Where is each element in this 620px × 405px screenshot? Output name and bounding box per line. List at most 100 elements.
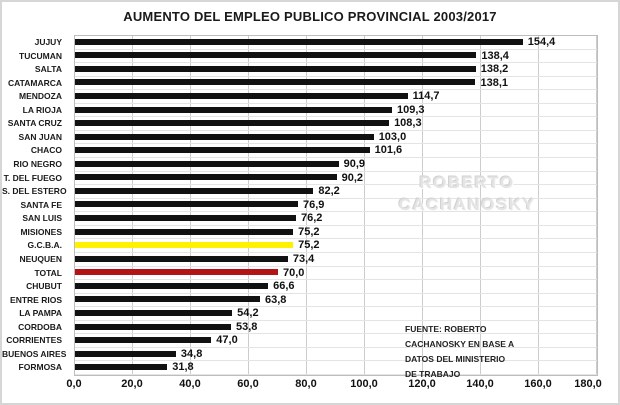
x-axis-tick-label: 60,0 xyxy=(237,378,259,390)
x-axis-tick-label: 100,0 xyxy=(350,378,378,390)
vertical-gridline xyxy=(422,36,423,375)
source-note: FUENTE: ROBERTO CACHANOSKY EN BASE A DATOS… xyxy=(405,322,555,382)
y-axis-category-labels: JUJUY TUCUMAN SALTA CATAMARCA MENDOZA LA RIOJ… xyxy=(2,36,68,375)
vertical-gridline xyxy=(364,36,365,375)
bar-row: 54,2 xyxy=(75,307,597,321)
bar-misiones xyxy=(75,228,294,235)
bar-value-label: 73,4 xyxy=(292,252,315,265)
bar-row: 66,6 xyxy=(75,280,597,294)
bar-value-label: 138,2 xyxy=(480,63,509,76)
bar-row: 101,6 xyxy=(75,144,597,159)
bar-entre-rios xyxy=(75,296,261,303)
bar-value-label: 76,2 xyxy=(300,212,323,225)
bar-value-label: 101,6 xyxy=(374,144,403,157)
bar-value-label: 47,0 xyxy=(216,334,238,347)
bar-row: 154,4 xyxy=(75,36,597,50)
bar-mendoza xyxy=(75,93,408,99)
bar-la-pampa xyxy=(75,309,233,316)
category-label: TOTAL xyxy=(34,267,62,278)
bar-row: 75,2 xyxy=(75,226,597,240)
bar-la-rioja xyxy=(75,106,392,113)
bar-value-label: 75,2 xyxy=(298,239,320,252)
bar-row: 63,8 xyxy=(75,294,597,308)
x-axis-tick-label: 0,0 xyxy=(66,378,82,390)
bar-row: 90,9 xyxy=(75,158,597,172)
bar-row: 138,1 xyxy=(75,77,597,91)
bar-value-label: 63,8 xyxy=(265,293,287,306)
x-axis-tick-label: 80,0 xyxy=(295,378,317,390)
bar-value-label: 154,4 xyxy=(527,36,556,48)
bar-row: 108,3 xyxy=(75,117,597,131)
bar-value-label: 66,6 xyxy=(273,280,295,293)
category-label: CORDOBA xyxy=(18,321,62,332)
bar-row: 82,2 xyxy=(75,185,597,199)
bar-row: 70,0 xyxy=(75,267,597,281)
bar-row: 138,2 xyxy=(75,63,597,77)
bar-row: 75,2 xyxy=(75,239,597,253)
bar-value-label: 114,7 xyxy=(412,90,440,103)
bar-tucuman xyxy=(75,52,477,59)
category-label: SAN LUIS xyxy=(22,213,62,224)
bar-value-label: 70,0 xyxy=(283,266,305,279)
category-label: LA RIOJA xyxy=(22,104,62,115)
bar-value-label: 108,3 xyxy=(394,117,422,130)
source-note-line: CACHANOSKY EN BASE A xyxy=(405,339,515,349)
x-axis-tick-label: 20,0 xyxy=(121,378,143,390)
bar-row: 31,8 xyxy=(75,361,597,375)
bar-santa-fe xyxy=(75,201,298,208)
bar-cordoba xyxy=(75,323,232,330)
category-label: ENTRE RIOS xyxy=(10,294,62,305)
bar-corrientes xyxy=(75,337,212,344)
x-axis-tick-label: 140,0 xyxy=(466,378,494,390)
bar-row: 47,0 xyxy=(75,334,597,348)
bar-san-luis xyxy=(75,215,296,222)
bar-value-label: 75,2 xyxy=(298,225,320,238)
x-axis-tick-label: 40,0 xyxy=(179,378,201,390)
category-label: MISIONES xyxy=(20,226,62,237)
bar-row: 138,4 xyxy=(75,50,597,64)
bar-s-del-estero xyxy=(75,187,314,194)
bar-row: 34,8 xyxy=(75,348,597,362)
bar-formosa xyxy=(75,364,168,371)
category-label: SAN JUAN xyxy=(18,131,62,142)
bar-neuquen xyxy=(75,255,288,262)
category-label: S. DEL ESTERO xyxy=(2,186,67,197)
source-note-line: DE TRABAJO xyxy=(405,369,461,379)
bar-row: 73,4 xyxy=(75,253,597,267)
category-label: T. DEL FUEGO xyxy=(3,172,62,183)
bar-rio-negro xyxy=(75,160,339,167)
category-label: CHUBUT xyxy=(26,281,62,292)
vertical-gridline xyxy=(480,36,481,375)
bar-chaco xyxy=(75,147,370,154)
bar-value-label: 53,8 xyxy=(236,320,258,333)
category-label: SANTA FE xyxy=(20,199,62,210)
chart-title: AUMENTO DEL EMPLEO PUBLICO PROVINCIAL 20… xyxy=(123,9,497,24)
bar-t-del-fuego xyxy=(75,174,337,181)
category-label: MENDOZA xyxy=(19,91,62,102)
bar-santa-cruz xyxy=(75,120,390,127)
source-note-line: FUENTE: ROBERTO xyxy=(405,324,487,334)
plot-area: 154,4 138,4 138,2 138,1 114,7 109,3 108,3 103,0… xyxy=(74,35,598,376)
bar-value-label: 76,9 xyxy=(303,198,325,211)
category-label: RIO NEGRO xyxy=(13,159,62,170)
bar-value-label: 82,2 xyxy=(318,185,340,198)
bar-catamarca xyxy=(75,79,476,86)
x-axis-tick-label: 160,0 xyxy=(524,378,552,390)
bar-chubut xyxy=(75,282,269,289)
category-label: CATAMARCA xyxy=(8,77,62,88)
bar-value-label: 90,9 xyxy=(343,158,366,171)
bar-row: 114,7 xyxy=(75,90,597,104)
bar-g-c-b-a- xyxy=(75,242,294,249)
category-label: CHACO xyxy=(30,145,62,156)
x-axis-tick-label: 120,0 xyxy=(408,378,436,390)
bar-salta xyxy=(75,65,476,72)
bar-value-label: 103,0 xyxy=(378,130,407,143)
category-label: G.C.B.A. xyxy=(27,240,62,251)
category-label: NEUQUEN xyxy=(19,253,62,264)
bar-row: 103,0 xyxy=(75,131,597,145)
bar-value-label: 138,4 xyxy=(481,49,509,62)
category-label: BUENOS AIRES xyxy=(2,348,67,359)
bar-value-label: 34,8 xyxy=(180,347,203,360)
vertical-gridline xyxy=(306,36,307,375)
